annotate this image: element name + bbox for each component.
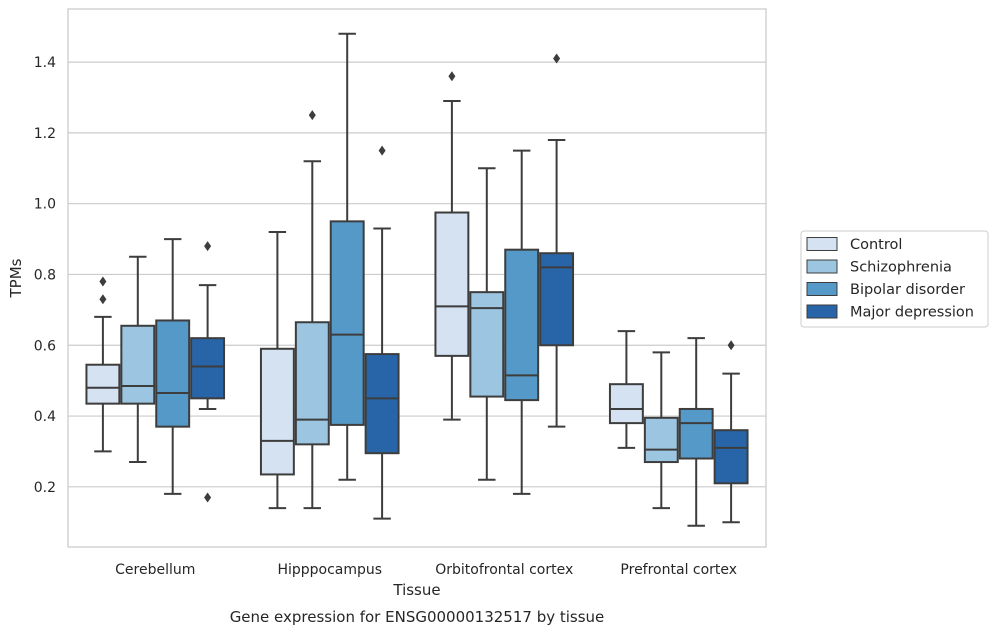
legend-frame (800, 230, 989, 328)
outlier-point (99, 294, 107, 305)
box (678, 407, 714, 460)
legend-label: Major depression (850, 305, 974, 321)
outlier-point (204, 492, 212, 503)
outlier-point (448, 71, 456, 82)
legend: Control Schizophrenia Bipolar disorder Majo… (800, 230, 989, 328)
box (364, 353, 400, 455)
outlier-point (727, 340, 735, 351)
box (713, 429, 749, 485)
box-plot-series (85, 32, 749, 527)
y-tick-label: 1.2 (34, 126, 56, 142)
box (329, 220, 365, 426)
y-tick-label: 1.4 (34, 55, 56, 71)
y-tick-label: 0.8 (34, 267, 56, 283)
y-axis-label: TPMs (7, 258, 25, 298)
box (120, 324, 156, 405)
outlier-point (553, 53, 561, 64)
box (259, 347, 295, 476)
y-axis-ticks: 0.2 0.4 0.6 0.8 1.0 1.2 1.4 (34, 55, 56, 496)
legend-swatch (806, 259, 838, 274)
box (190, 337, 226, 400)
series-schizophrenia (120, 110, 679, 510)
legend-swatch (806, 237, 838, 251)
y-tick-label: 0.6 (34, 338, 56, 354)
legend-swatch (806, 304, 838, 319)
x-tick-label: Prefrontal cortex (620, 562, 737, 578)
chart-caption: Gene expression for ENSG00000132517 by t… (230, 608, 605, 626)
legend-label: Schizophrenia (850, 260, 952, 276)
legend-label: Control (850, 237, 902, 253)
box (608, 383, 644, 425)
x-tick-label: Orbitofrontal cortex (435, 562, 573, 578)
outlier-point (204, 241, 212, 252)
plot-frame (67, 8, 767, 548)
legend-label: Bipolar disorder (850, 282, 965, 298)
box (85, 363, 121, 405)
box (643, 416, 679, 464)
box (155, 319, 191, 428)
box (294, 321, 330, 446)
series-control (85, 71, 644, 510)
outlier-point (99, 276, 107, 287)
outlier-point (308, 110, 316, 121)
outlier-point (378, 145, 386, 156)
y-tick-label: 0.4 (34, 409, 56, 425)
box (539, 252, 575, 347)
y-tick-label: 0.2 (34, 480, 56, 496)
box (504, 248, 540, 402)
legend-swatch (806, 282, 838, 296)
box (434, 211, 470, 357)
x-axis-label: Tissue (392, 581, 440, 599)
x-axis-ticks: Cerebellum Hipppocampus Orbitofrontal cort… (115, 562, 737, 578)
series-bipolar-disorder (155, 32, 714, 527)
series-major-depression (190, 53, 749, 524)
box (469, 291, 505, 398)
x-tick-label: Cerebellum (115, 562, 195, 578)
x-tick-label: Hipppocampus (277, 562, 382, 578)
y-tick-label: 1.0 (34, 197, 56, 213)
